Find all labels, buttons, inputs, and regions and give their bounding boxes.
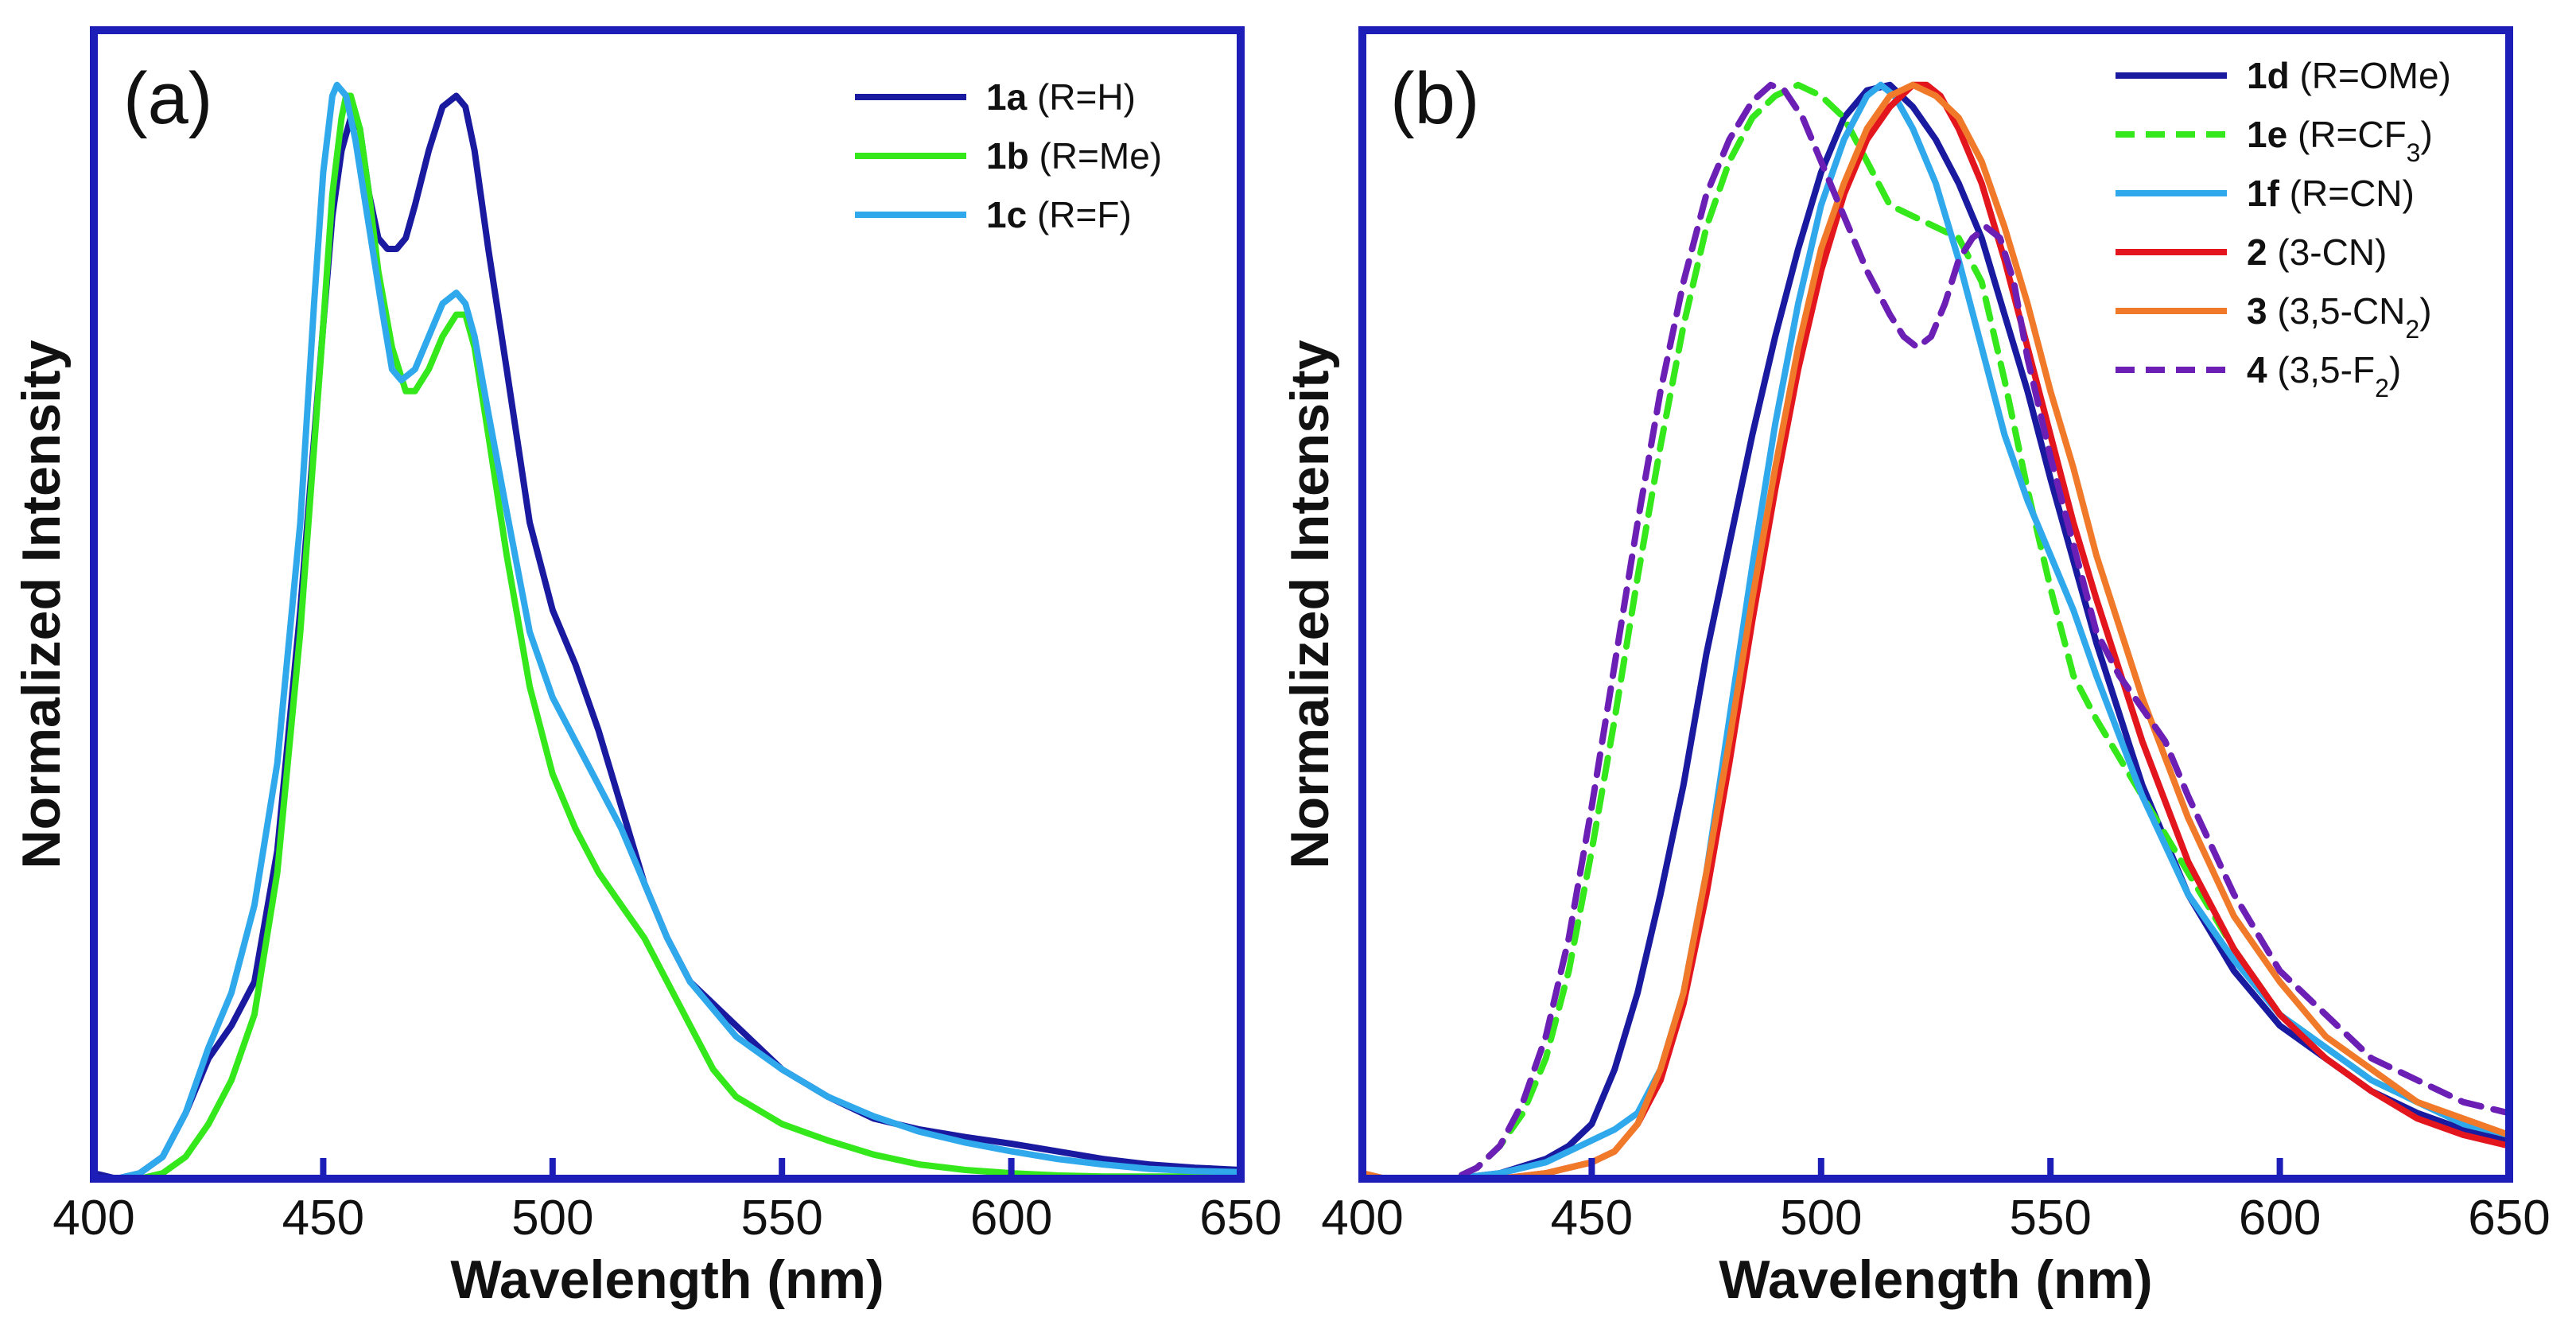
legend-desc: (R=Me): [1029, 135, 1162, 177]
x-tick-label-550: 550: [740, 1191, 822, 1246]
series-line-1a: [94, 92, 1241, 1179]
legend-entry-1d: 1d (R=OMe): [2247, 55, 2451, 96]
legend-entry-1e: 1e (R=CF3): [2247, 114, 2433, 167]
legend-id: 2: [2247, 231, 2267, 273]
legend-id: 1d: [2247, 55, 2290, 96]
legend-id: 3: [2247, 290, 2267, 332]
x-tick-label-500: 500: [1780, 1191, 1862, 1246]
series-group: [1362, 81, 2509, 1179]
y-axis-title: Normalized Intensity: [11, 340, 72, 869]
series-group: [94, 81, 1241, 1179]
series-line-1b: [94, 92, 1241, 1179]
legend-entry-1f: 1f (R=CN): [2247, 173, 2415, 214]
series-line-1f: [1362, 81, 2509, 1179]
legend-id: 1c: [986, 194, 1027, 235]
plot-frame: [90, 26, 1245, 1183]
plot-frame: [1358, 26, 2513, 1183]
panel-b: 400 450 500 550 600 650 Wavelength (nm) Normali…: [1280, 26, 2551, 1310]
series-line-1c: [94, 81, 1241, 1179]
legend-id: 1f: [2247, 173, 2280, 214]
legend: 1d (R=OMe)1e (R=CF3)1f (R=CN)2 (3-CN)3 (…: [2116, 55, 2451, 402]
legend-entry-3: 3 (3,5-CN2): [2247, 290, 2432, 344]
legend-entry-2: 2 (3-CN): [2247, 231, 2387, 273]
x-tick-label-400: 400: [52, 1191, 134, 1246]
panel-a: 400 450 500 550 600 650 Wavelength (nm) Normali…: [11, 26, 1282, 1310]
x-tick-label-600: 600: [970, 1191, 1052, 1246]
x-tick-label-500: 500: [511, 1191, 593, 1246]
legend-id: 1b: [986, 135, 1029, 177]
series-line-1d: [1362, 81, 2509, 1179]
panel-label: (a): [123, 58, 212, 139]
legend-entry-4: 4 (3,5-F2): [2247, 349, 2401, 402]
legend-subscript: 2: [2375, 374, 2389, 402]
legend-desc: (R=CF: [2287, 114, 2407, 155]
x-tick-label-600: 600: [2239, 1191, 2321, 1246]
legend-entry-1b: 1b (R=Me): [986, 135, 1162, 177]
x-tick-label-650: 650: [2468, 1191, 2550, 1246]
legend-tail: ): [2419, 290, 2431, 332]
legend-desc: (R=H): [1027, 76, 1136, 118]
legend: 1a (R=H)1b (R=Me)1c (R=F): [855, 76, 1162, 235]
legend-entry-1a: 1a (R=H): [986, 76, 1136, 118]
legend-id: 1a: [986, 76, 1028, 118]
x-axis-title: Wavelength (nm): [1719, 1249, 2152, 1310]
series-line-3: [1362, 81, 2509, 1179]
legend-desc: (3,5-F: [2267, 349, 2375, 391]
x-tick-label-450: 450: [282, 1191, 364, 1246]
legend-subscript: 3: [2407, 138, 2421, 167]
x-tick-label-650: 650: [1199, 1191, 1281, 1246]
series-line-4: [1362, 81, 2509, 1179]
legend-subscript: 2: [2405, 315, 2419, 344]
legend-desc: (R=CN): [2279, 173, 2415, 214]
panel-label: (b): [1390, 58, 1479, 139]
legend-tail: ): [2389, 349, 2401, 391]
legend-entry-1c: 1c (R=F): [986, 194, 1132, 235]
y-axis-title: Normalized Intensity: [1280, 340, 1340, 869]
x-tick-label-400: 400: [1321, 1191, 1403, 1246]
x-tick-label-550: 550: [2009, 1191, 2091, 1246]
series-line-1e: [1362, 81, 2509, 1179]
legend-id: 1e: [2247, 114, 2287, 155]
legend-desc: (R=OMe): [2290, 55, 2451, 96]
legend-desc: (3-CN): [2267, 231, 2388, 273]
legend-desc: (R=F): [1027, 194, 1132, 235]
legend-tail: ): [2420, 114, 2432, 155]
x-tick-label-450: 450: [1551, 1191, 1633, 1246]
legend-id: 4: [2247, 349, 2267, 391]
legend-desc: (3,5-CN: [2267, 290, 2406, 332]
x-axis-title: Wavelength (nm): [450, 1249, 884, 1310]
